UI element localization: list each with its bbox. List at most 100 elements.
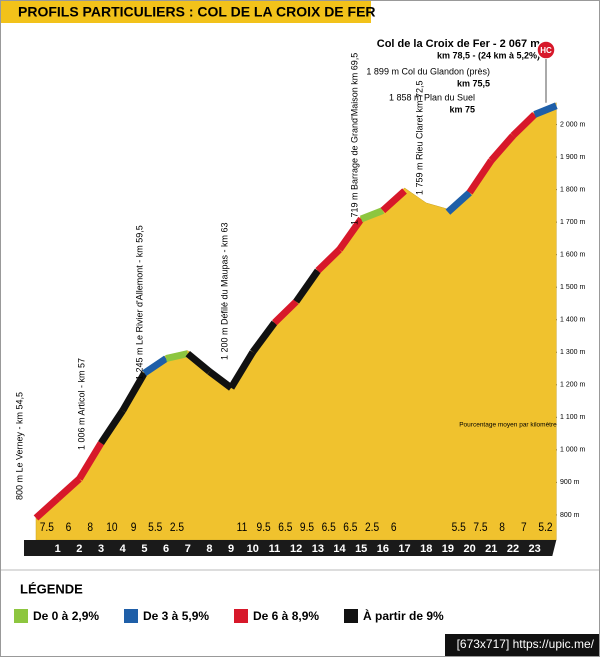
gradient-label: 10 <box>106 521 117 534</box>
x-tick-label: 1 <box>55 543 61 555</box>
gradient-label: 6 <box>66 521 72 534</box>
gradient-band <box>359 207 385 223</box>
gradient-band <box>380 188 407 214</box>
y-tick-label: 1 100 m <box>560 414 585 421</box>
gradient-label: 8 <box>499 521 505 534</box>
gradient-label: 5.5 <box>452 521 466 534</box>
legend-label: De 3 à 5,9% <box>143 609 209 623</box>
x-tick-label: 19 <box>442 543 454 555</box>
gradient-band <box>33 495 61 521</box>
place-annotation: 1 245 m Le Rivier d'Allemont - km 59,5 <box>134 225 144 380</box>
gradient-band <box>249 320 278 355</box>
x-tick-label: 23 <box>529 543 541 555</box>
gradient-band <box>336 216 365 252</box>
gradient-label: 9 <box>131 521 137 534</box>
x-tick-label: 9 <box>228 543 234 555</box>
y-tick-label: 2 000 m <box>560 121 585 128</box>
place-annotation: 800 m Le Verney - km 54,5 <box>14 392 24 500</box>
gradient-label: 9.5 <box>300 521 314 534</box>
watermark-bar <box>445 634 599 656</box>
summit-annotation: Col de la Croix de Fer - 2 067 m <box>377 38 540 50</box>
gradient-label: 2.5 <box>170 521 184 534</box>
x-tick-label: 16 <box>377 543 389 555</box>
x-tick-label: 7 <box>185 543 191 555</box>
gradient-band <box>228 350 256 390</box>
legend-swatch <box>124 609 138 623</box>
x-tick-label: 10 <box>247 543 259 555</box>
gradient-band <box>466 158 495 195</box>
gradient-label: 6.5 <box>343 521 357 534</box>
x-tick-label: 5 <box>141 543 147 555</box>
x-tick-label: 2 <box>76 543 82 555</box>
y-tick-label: 800 m <box>560 512 580 519</box>
x-tick-label: 21 <box>485 543 497 555</box>
y-tick-label: 1 800 m <box>560 186 585 193</box>
gradient-label: 5.2 <box>538 521 552 534</box>
gradient-band <box>55 476 82 502</box>
gradient-label: 11 <box>237 521 248 534</box>
legend-swatch <box>344 609 358 623</box>
y-tick-label: 1 000 m <box>560 447 585 454</box>
summit-annotation: 1 899 m Col du Glandon (près) <box>366 66 490 76</box>
axis-note: Pourcentage moyen par kilomètre <box>459 422 557 429</box>
gradient-label: 6 <box>391 521 397 534</box>
gradient-band <box>185 350 212 375</box>
gradient-band <box>315 247 342 274</box>
place-annotation: 1 759 m Rieu Claret km 72,5 <box>414 80 424 195</box>
legend-label: De 0 à 2,9% <box>33 609 99 623</box>
x-tick-label: 13 <box>312 543 324 555</box>
gradient-band <box>488 133 516 163</box>
legend-title: LÉGENDE <box>20 581 83 596</box>
place-annotation: 1 719 m Barrage de Grand'Maison km 69,5 <box>349 53 359 225</box>
gradient-band <box>293 268 321 304</box>
place-annotation: 1 006 m Articol - km 57 <box>76 358 86 450</box>
summit-annotation: km 75 <box>449 104 475 114</box>
chart-title: PROFILS PARTICULIERS : COL DE LA CROIX D… <box>18 4 376 20</box>
x-tick-label: 4 <box>120 543 127 555</box>
gradient-label: 9.5 <box>257 521 271 534</box>
gradient-band <box>533 102 558 118</box>
gradient-band <box>272 299 299 326</box>
legend-swatch <box>234 609 248 623</box>
y-tick-label: 1 900 m <box>560 154 585 161</box>
title-bar <box>1 1 371 23</box>
x-tick-label: 18 <box>420 543 432 555</box>
gradient-band <box>165 350 189 362</box>
gradient-label: 2.5 <box>365 521 379 534</box>
gradient-band <box>445 189 472 215</box>
summit-badge: HC <box>540 46 552 55</box>
gradient-band <box>142 355 169 377</box>
y-tick-label: 1 200 m <box>560 382 585 389</box>
x-tick-label: 6 <box>163 543 169 555</box>
watermark: [673x717] https://upic.me/ <box>457 637 595 651</box>
x-tick-label: 15 <box>355 543 367 555</box>
gradient-band <box>207 368 234 391</box>
y-tick-label: 900 m <box>560 479 580 486</box>
summit-annotation: km 75,5 <box>457 78 490 88</box>
summit-annotation: 1 858 m Plan du Suel <box>389 92 475 102</box>
gradient-label: 7 <box>521 521 527 534</box>
gradient-band <box>76 441 105 481</box>
gradient-label: 5.5 <box>148 521 162 534</box>
x-tick-label: 14 <box>333 543 346 555</box>
x-tick-label: 20 <box>463 543 475 555</box>
gradient-label: 7.5 <box>40 521 54 534</box>
y-tick-label: 1 300 m <box>560 349 585 356</box>
y-tick-label: 1 600 m <box>560 252 585 259</box>
x-tick-label: 17 <box>398 543 410 555</box>
x-tick-label: 8 <box>206 543 212 555</box>
x-tick-label: 11 <box>269 543 281 555</box>
legend-label: De 6 à 8,9% <box>253 609 319 623</box>
gradient-label: 8 <box>87 521 93 534</box>
gradient-band <box>510 112 538 139</box>
gradient-label: 7.5 <box>473 521 487 534</box>
gradient-label: 6.5 <box>322 521 336 534</box>
gradient-label: 6.5 <box>278 521 292 534</box>
legend-label: À partir de 9% <box>363 608 444 623</box>
y-tick-label: 1 500 m <box>560 284 585 291</box>
legend-swatch <box>14 609 28 623</box>
y-tick-label: 1 400 m <box>560 317 585 324</box>
y-tick-label: 1 700 m <box>560 219 585 226</box>
gradient-band <box>98 408 126 446</box>
